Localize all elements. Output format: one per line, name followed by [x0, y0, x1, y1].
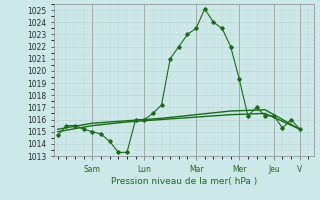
X-axis label: Pression niveau de la mer( hPa ): Pression niveau de la mer( hPa ) — [111, 177, 257, 186]
